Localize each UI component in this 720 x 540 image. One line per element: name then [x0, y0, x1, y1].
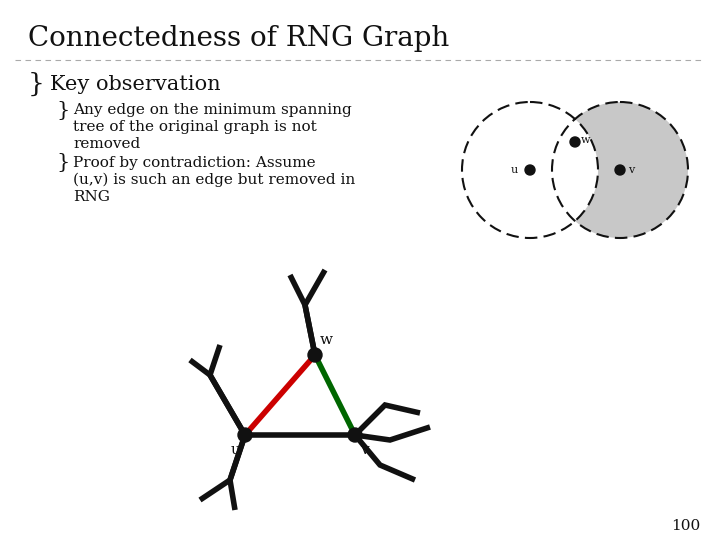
Text: 100: 100 [671, 519, 700, 533]
Text: tree of the original graph is not: tree of the original graph is not [73, 120, 317, 134]
Text: Key observation: Key observation [50, 75, 220, 93]
Text: v: v [628, 165, 634, 175]
Text: RNG: RNG [73, 190, 110, 204]
Circle shape [348, 428, 362, 442]
Text: Any edge on the minimum spanning: Any edge on the minimum spanning [73, 103, 352, 117]
Circle shape [525, 165, 535, 175]
Text: removed: removed [73, 137, 140, 151]
Text: (u,v) is such an edge but removed in: (u,v) is such an edge but removed in [73, 173, 355, 187]
Text: Connectedness of RNG Graph: Connectedness of RNG Graph [28, 24, 449, 51]
Text: u: u [230, 443, 240, 457]
Circle shape [570, 137, 580, 147]
Circle shape [308, 348, 322, 362]
PathPatch shape [575, 102, 688, 238]
Text: }: } [56, 153, 69, 172]
Text: w: w [320, 333, 333, 347]
Text: v: v [360, 443, 369, 457]
Circle shape [238, 428, 252, 442]
Circle shape [615, 165, 625, 175]
Text: }: } [56, 100, 69, 119]
Text: Proof by contradiction: Assume: Proof by contradiction: Assume [73, 156, 315, 170]
Text: w: w [581, 135, 590, 145]
Text: }: } [28, 71, 45, 97]
Text: u: u [510, 165, 518, 175]
